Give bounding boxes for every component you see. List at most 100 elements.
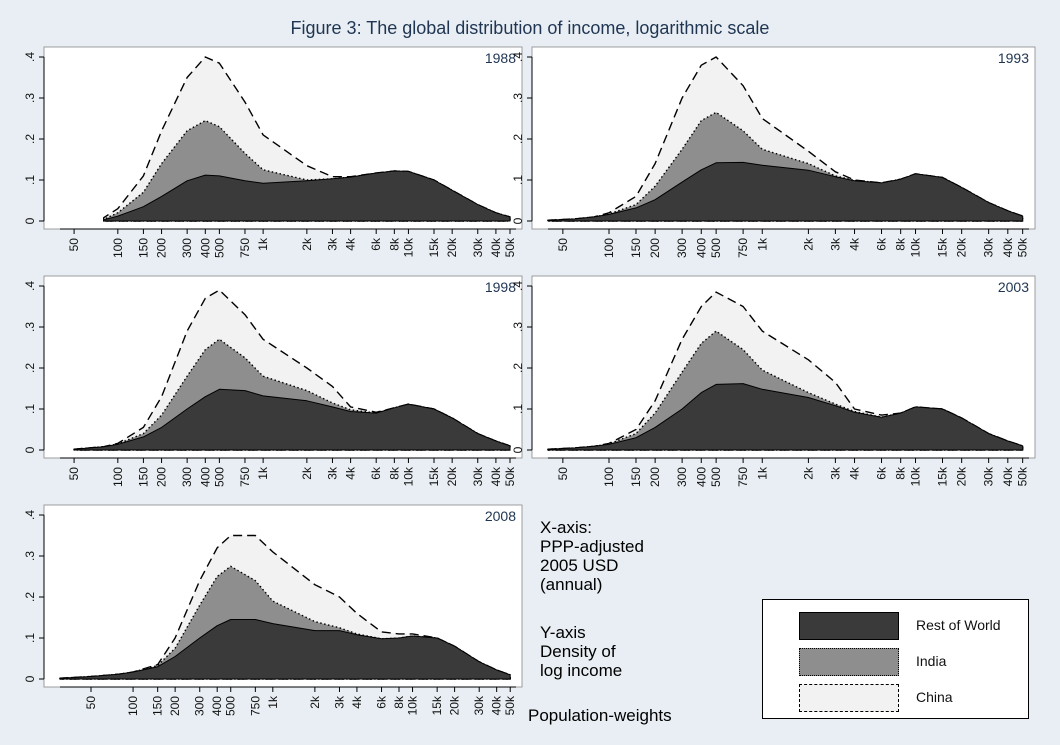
x-tick-label: 4k [848,237,862,251]
panel-year-label: 2003 [998,279,1029,295]
legend-swatch-china [799,684,899,712]
x-tick-label: 50 [84,696,98,710]
x-tick-label: 40k [1001,237,1015,257]
x-tick-label: 4k [350,695,364,709]
y-axis-note-line: Density of [540,642,616,661]
x-tick-label: 50 [556,467,570,481]
panel-year-label: 2008 [485,508,516,524]
x-tick-label: 200 [155,238,169,258]
x-tick-label: 3k [828,466,842,480]
x-tick-label: 20k [448,695,462,715]
x-tick-label: 15k [936,237,950,257]
x-tick-label: 1k [266,695,280,709]
x-tick-label: 2k [801,237,815,251]
x-tick-label: 150 [151,696,165,716]
x-tick-label: 8k [894,466,908,480]
legend-swatch-rest-of-world [799,612,899,640]
y-tick-label: .3 [511,322,525,332]
x-tick-label: 50 [67,238,81,252]
x-tick-label: 300 [675,467,689,487]
x-tick-label: 8k [387,466,401,480]
x-tick-label: 500 [212,467,226,487]
y-tick-label: .2 [23,363,37,373]
y-tick-label: .2 [511,134,525,144]
x-tick-label: 100 [126,696,140,716]
x-tick-label: 6k [369,237,383,251]
x-tick-label: 4k [344,237,358,251]
x-tick-label: 50k [503,466,517,486]
x-tick-label: 3k [325,237,339,251]
x-tick-label: 20k [955,237,969,257]
x-tick-label: 2k [308,695,322,709]
y-tick-label: .1 [23,404,37,414]
y-tick-label: .4 [511,281,525,291]
chart-panel-1993: 0 .1 .2 .3 .4 50 100 150 200 300 400 500 750 1k 2k 3k 4k… [511,46,1036,258]
y-tick-label: .4 [23,281,37,291]
density-area-rest-of-world [59,619,511,680]
x-tick-label: 400 [198,467,212,487]
x-tick-label: 50k [1016,237,1030,257]
x-tick-label: 400 [198,238,212,258]
y-axis-note-line: log income [540,661,623,680]
legend-swatch-india [799,648,899,676]
x-tick-label: 50 [556,238,570,252]
y-tick-label: 0 [23,217,37,224]
x-tick-label: 1k [256,466,270,480]
x-tick-label: 300 [193,696,207,716]
x-tick-label: 200 [168,696,182,716]
x-tick-label: 50k [1016,466,1030,486]
x-tick-label: 6k [875,466,889,480]
y-axis-note: Y-axis Density of log income [540,623,622,680]
x-tick-label: 750 [736,238,750,258]
x-axis-note: X-axis: PPP-adjusted 2005 USD (annual) [540,518,644,594]
y-tick-label: .1 [511,404,525,414]
x-tick-label: 100 [111,238,125,258]
chart-panel-1998: 0 .1 .2 .3 .4 50 100 150 200 300 400 500 750 1k 2k 3k 4k… [23,275,523,487]
figure-title: Figure 3: The global distribution of inc… [290,18,770,38]
x-tick-label: 500 [212,238,226,258]
x-tick-label: 200 [648,467,662,487]
panel-year-label: 1998 [485,279,516,295]
x-tick-label: 40k [490,695,504,715]
y-tick-label: .1 [511,175,525,185]
legend-label-india: India [916,653,947,669]
x-tick-label: 6k [375,695,389,709]
x-tick-label: 8k [392,695,406,709]
x-tick-label: 40k [1001,466,1015,486]
y-axis-note-line: Y-axis [540,623,586,642]
x-tick-label: 50k [503,237,517,257]
weights-note: Population-weights [528,706,672,725]
x-tick-label: 10k [909,237,923,257]
x-tick-label: 100 [111,467,125,487]
x-tick-label: 150 [136,467,150,487]
x-tick-label: 2k [300,237,314,251]
y-tick-label: 0 [23,675,37,682]
x-tick-label: 15k [936,466,950,486]
y-tick-label: .1 [23,633,37,643]
x-tick-label: 300 [180,467,194,487]
x-axis-note-line: PPP-adjusted [540,537,644,556]
x-tick-label: 30k [471,237,485,257]
x-axis-note-line: (annual) [540,575,603,594]
chart-panel-2003: 0 .1 .2 .3 .4 50 100 150 200 300 400 500 750 1k 2k 3k 4k… [511,275,1036,487]
x-tick-label: 300 [675,238,689,258]
x-tick-label: 50 [67,467,81,481]
panel-year-label: 1993 [998,50,1029,66]
x-tick-label: 1k [755,466,769,480]
y-tick-label: 0 [23,446,37,453]
x-tick-label: 200 [648,238,662,258]
x-tick-label: 150 [629,238,643,258]
x-tick-label: 20k [445,466,459,486]
x-tick-label: 3k [332,695,346,709]
x-tick-label: 30k [982,466,996,486]
x-tick-label: 6k [369,466,383,480]
x-tick-label: 40k [489,466,503,486]
x-tick-label: 4k [848,466,862,480]
x-tick-label: 300 [180,238,194,258]
y-tick-label: .2 [23,592,37,602]
x-tick-label: 500 [224,696,238,716]
legend-label-rest-of-world: Rest of World [916,617,1001,633]
x-tick-label: 30k [471,466,485,486]
y-tick-label: .3 [23,322,37,332]
x-tick-label: 750 [238,467,252,487]
